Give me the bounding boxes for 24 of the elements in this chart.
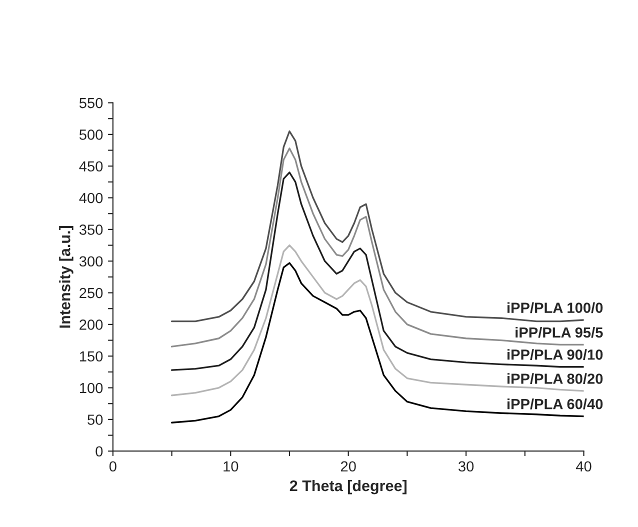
y-tick-label: 500 [79, 130, 103, 140]
x-tick-label: 0 [109, 461, 116, 472]
x-tick-label: 40 [576, 461, 592, 472]
series-label: iPP/PLA 90/10 [508, 349, 603, 360]
x-tick-label: 10 [224, 461, 238, 472]
y-tick-label: 400 [79, 192, 103, 204]
y-tick-label: 300 [79, 256, 103, 267]
y-tick-label: 100 [80, 382, 103, 394]
x-axis-title: 2 Theta [degree] [290, 480, 406, 494]
y-tick-label: 0 [96, 446, 103, 457]
series-label: iPP/PLA 80/20 [508, 373, 603, 384]
series-label: iPP/PLA 100/0 [508, 302, 603, 314]
x-tick-label: 20 [340, 461, 356, 472]
y-axis-title: Intensity [a.u.] [59, 226, 74, 328]
y-tick-label: 50 [88, 414, 103, 425]
x-tick-label: 30 [458, 461, 474, 472]
y-tick-label: 550 [79, 98, 103, 108]
series-label: iPP/PLA 60/40 [508, 398, 603, 410]
y-tick-label: 350 [79, 224, 103, 235]
y-tick-label: 250 [80, 288, 103, 298]
y-tick-label: 150 [80, 351, 103, 362]
y-tick-label: 450 [79, 161, 103, 172]
y-tick-label: 200 [80, 320, 103, 330]
series-label: iPP/PLA 95/5 [516, 326, 603, 338]
